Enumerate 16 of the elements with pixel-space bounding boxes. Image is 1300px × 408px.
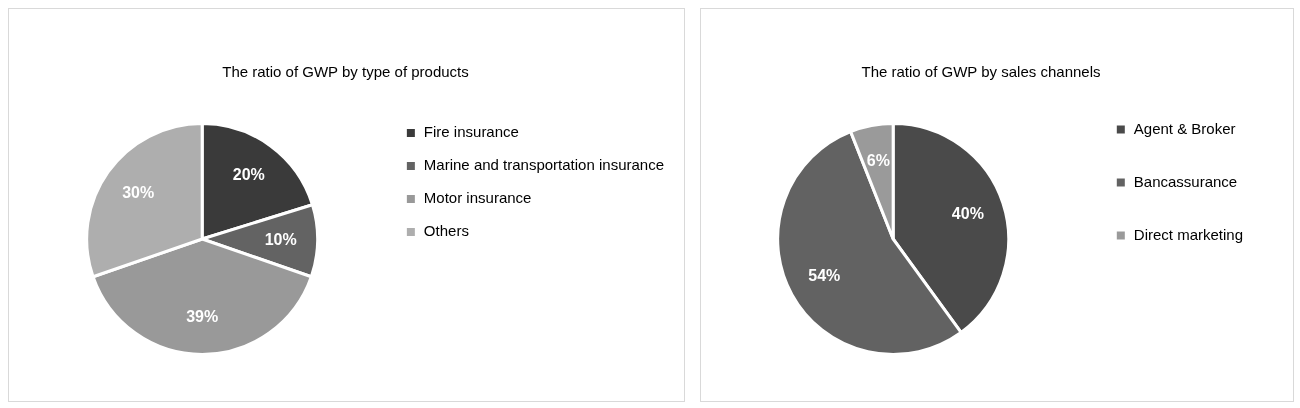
data-label: 54% — [808, 267, 841, 285]
legend-label: Bancassurance — [1133, 172, 1238, 190]
data-label: 39% — [186, 307, 219, 325]
legend-label: Marine and transportation insurance — [423, 156, 664, 174]
legend-label: Agent & Broker — [1133, 119, 1236, 137]
data-label: 10% — [264, 230, 297, 248]
data-label: 30% — [122, 183, 155, 201]
legend-label: Fire insurance — [423, 123, 519, 141]
data-label: 20% — [232, 166, 265, 184]
chart-title: The ratio of GWP by sales channels — [861, 63, 1101, 81]
legend-label: Motor insurance — [423, 189, 532, 207]
data-label: 40% — [951, 205, 984, 223]
chart-title: The ratio of GWP by type of products — [222, 63, 469, 81]
data-label: 6% — [866, 152, 890, 170]
legend-label: Others — [423, 222, 469, 240]
legend-label: Direct marketing — [1133, 225, 1244, 243]
